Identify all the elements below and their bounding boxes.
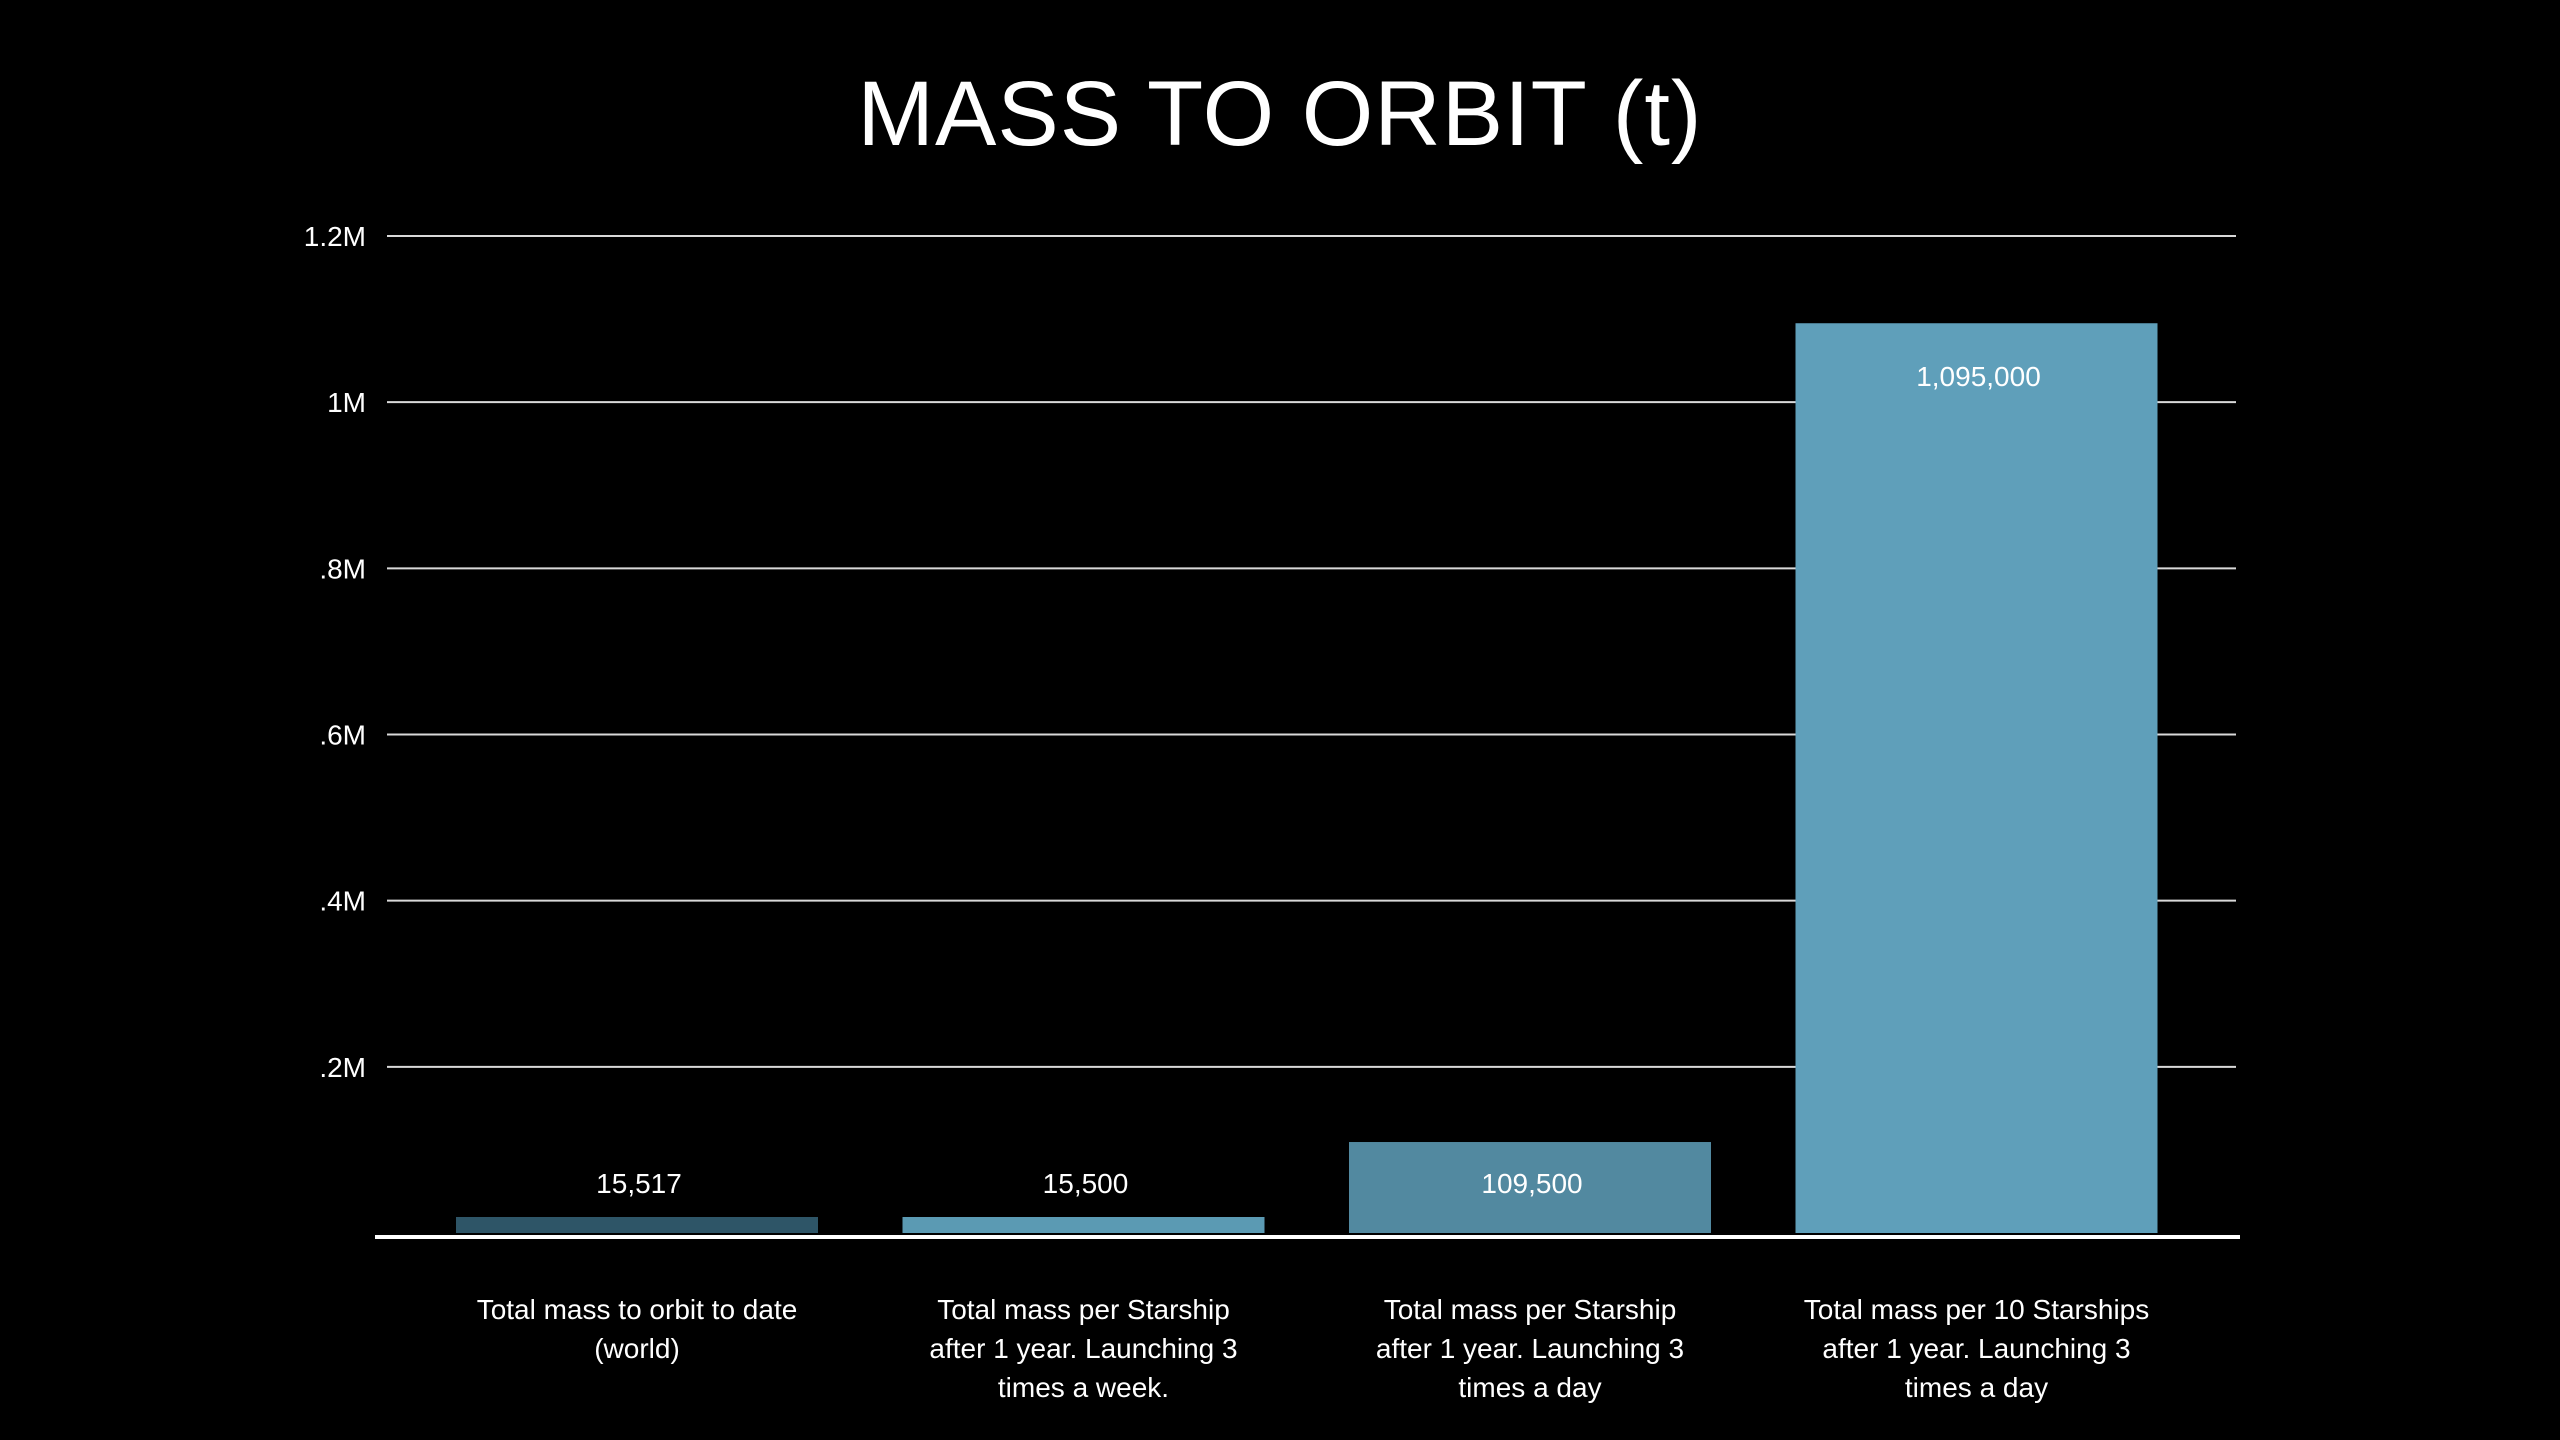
x-category-label: Total mass per 10 Starships after 1 year… [1803, 1294, 2150, 1403]
gridlines [387, 235, 2236, 1068]
bar-value-label: 1,095,000 [1916, 361, 2041, 392]
y-tick-label: 1M [327, 387, 366, 418]
y-axis-ticks: .2M .4M .6M .8M 1M 1.2M [304, 221, 366, 1083]
bar [1795, 323, 2158, 1233]
bar [902, 1217, 1265, 1233]
y-tick-label: .8M [319, 553, 366, 584]
x-category-label: Total mass per Starship after 1 year. La… [1375, 1294, 1685, 1403]
bars [456, 323, 2158, 1233]
bar-value-label: 109,500 [1481, 1168, 1582, 1199]
x-category-label: Total mass to orbit to date (world) [476, 1294, 798, 1364]
y-tick-label: .4M [319, 886, 366, 917]
y-tick-label: .6M [319, 720, 366, 751]
y-tick-label: .2M [319, 1052, 366, 1083]
y-tick-label: 1.2M [304, 221, 366, 252]
value-labels: 15,517 15,500 109,500 1,095,000 [596, 361, 2041, 1199]
bar-value-label: 15,517 [596, 1168, 682, 1199]
bar [456, 1217, 818, 1233]
chart-title: MASS TO ORBIT (t) [857, 63, 1703, 165]
x-category-label: Total mass per Starship after 1 year. La… [929, 1294, 1238, 1403]
bar [1349, 1142, 1711, 1233]
bar-value-label: 15,500 [1043, 1168, 1129, 1199]
